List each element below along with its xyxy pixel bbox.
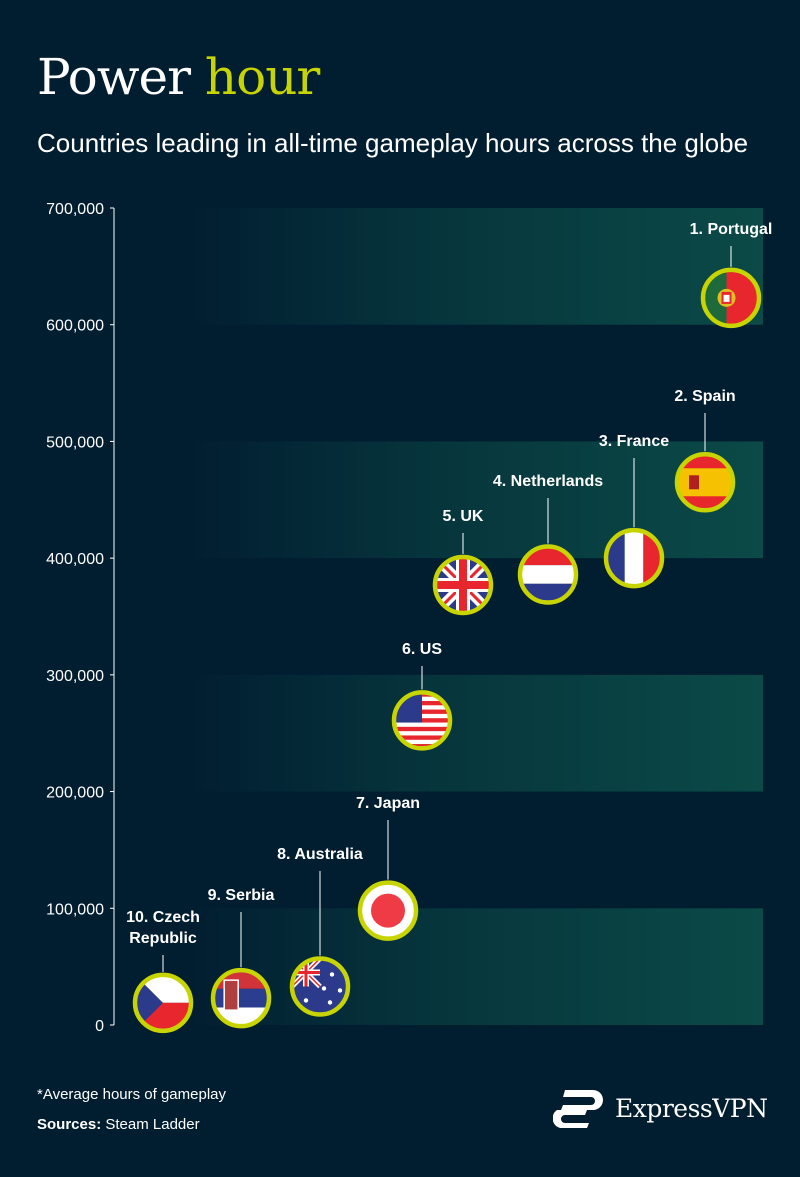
point-marker (210, 967, 272, 1029)
subtitle: Countries leading in all-time gameplay h… (37, 128, 749, 158)
point-label: 10. Czech (126, 909, 200, 926)
grid-band (180, 674, 763, 792)
point-marker (700, 267, 762, 329)
point-label: 9. Serbia (208, 887, 275, 904)
expressvpn-logo-icon (553, 1090, 603, 1128)
y-tick-label: 300,000 (46, 668, 104, 685)
point-label: 6. US (402, 641, 442, 658)
grid-band (180, 908, 763, 1025)
data-point-spain: 2. Spain (674, 388, 736, 513)
sources-value: Steam Ladder (105, 1116, 200, 1133)
data-point-france: 3. France (599, 433, 669, 589)
data-point-us: 6. US (391, 641, 453, 751)
point-label: Republic (129, 930, 197, 947)
point-marker (132, 972, 194, 1034)
point-label: 3. France (599, 433, 669, 450)
y-tick-label: 700,000 (46, 201, 104, 218)
data-point-czech-republic: 10. Czech Republic (126, 909, 200, 1034)
point-label: 1. Portugal (690, 221, 773, 238)
point-marker (432, 554, 494, 616)
y-tick-label: 600,000 (46, 318, 104, 335)
y-tick-label: 400,000 (46, 551, 104, 568)
point-label: 7. Japan (356, 795, 420, 812)
footnote: *Average hours of gameplay (37, 1086, 227, 1103)
y-tick-label: 100,000 (46, 901, 104, 918)
title-accent: hour (204, 48, 320, 106)
us-flag-icon (394, 692, 450, 749)
point-marker (391, 690, 453, 751)
y-tick-label: 0 (95, 1018, 104, 1035)
point-label: 5. UK (443, 508, 484, 525)
brand-logo: ExpressVPN (553, 1088, 768, 1128)
point-marker (357, 880, 419, 941)
title-main: Power (37, 48, 191, 106)
point-marker (674, 452, 736, 513)
data-point-australia: 8. Australia (277, 846, 363, 1017)
point-marker (289, 956, 351, 1017)
point-label: 2. Spain (674, 388, 735, 405)
point-marker (603, 527, 665, 589)
brand-name: ExpressVPN (615, 1093, 768, 1123)
data-point-uk: 5. UK (432, 508, 494, 616)
point-label: 4. Netherlands (493, 473, 603, 490)
grid-band (180, 208, 763, 325)
grid-band (180, 441, 763, 559)
data-point-netherlands: 4. Netherlands (493, 473, 603, 605)
sources-label: Sources: (37, 1116, 102, 1133)
y-tick-label: 500,000 (46, 434, 104, 451)
sources: Sources: Steam Ladder (37, 1116, 200, 1133)
data-point-serbia: 9. Serbia (208, 887, 275, 1029)
point-marker (517, 544, 579, 605)
data-point-portugal: 1. Portugal (690, 221, 773, 329)
point-label: 8. Australia (277, 846, 363, 863)
data-point-japan: 7. Japan (356, 795, 420, 941)
page-title: Power hour (37, 48, 320, 106)
y-tick-label: 200,000 (46, 785, 104, 802)
